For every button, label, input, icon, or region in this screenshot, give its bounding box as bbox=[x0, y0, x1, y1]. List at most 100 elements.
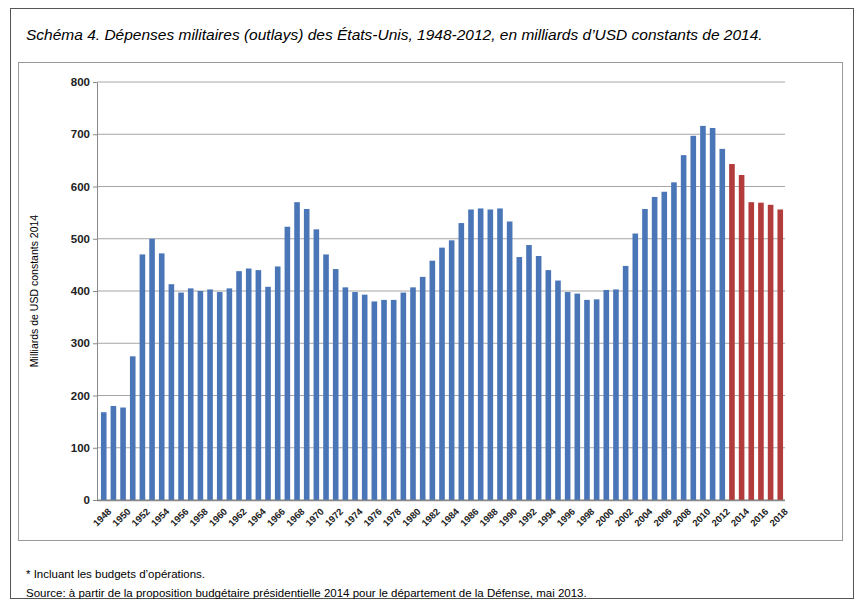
y-tick-mark bbox=[93, 82, 97, 83]
x-tick-label: 2008 bbox=[670, 506, 693, 529]
x-tick-label: 1986 bbox=[458, 506, 481, 529]
bar bbox=[526, 245, 532, 500]
y-tick-label: 600 bbox=[71, 181, 90, 193]
x-tick: 1954 bbox=[149, 500, 172, 528]
y-tick-mark bbox=[93, 134, 97, 135]
x-tick-label: 1958 bbox=[187, 506, 210, 529]
x-tick: 1990 bbox=[496, 500, 519, 528]
bar bbox=[546, 270, 552, 500]
x-tick-label: 1966 bbox=[265, 506, 288, 529]
bar bbox=[410, 287, 416, 500]
bar bbox=[188, 288, 194, 500]
bar bbox=[661, 192, 667, 500]
grid-line bbox=[97, 134, 785, 135]
x-tick-label: 1954 bbox=[149, 505, 172, 528]
x-tick-label: 2014 bbox=[728, 505, 751, 528]
x-tick-label: 1964 bbox=[245, 505, 268, 528]
y-tick-label: 200 bbox=[71, 390, 90, 402]
bar bbox=[488, 209, 494, 500]
x-tick: 1982 bbox=[419, 500, 442, 528]
y-axis: 0100200300400500600700800 bbox=[71, 76, 98, 506]
bar bbox=[430, 261, 436, 500]
bar bbox=[719, 149, 725, 500]
bar bbox=[159, 253, 165, 500]
bar bbox=[497, 208, 503, 500]
x-tick: 2018 bbox=[767, 500, 790, 528]
bar bbox=[536, 256, 542, 500]
y-tick-label: 700 bbox=[71, 128, 90, 140]
bar bbox=[420, 277, 426, 500]
y-tick-mark bbox=[93, 448, 97, 449]
bar bbox=[729, 164, 735, 500]
x-tick-label: 2018 bbox=[767, 506, 790, 529]
x-tick-label: 2016 bbox=[748, 506, 771, 529]
y-tick-label: 300 bbox=[71, 337, 90, 349]
x-tick-label: 1980 bbox=[400, 506, 423, 529]
x-tick: 2008 bbox=[670, 500, 693, 528]
x-tick: 2016 bbox=[748, 500, 771, 528]
x-tick: 1978 bbox=[381, 500, 404, 528]
bar bbox=[130, 356, 136, 500]
bar bbox=[178, 293, 184, 500]
bar bbox=[584, 300, 590, 500]
bar bbox=[198, 291, 204, 500]
bar bbox=[700, 126, 706, 500]
bar bbox=[120, 408, 126, 500]
bar bbox=[623, 266, 629, 500]
bar bbox=[652, 197, 658, 500]
x-tick: 2006 bbox=[651, 500, 674, 528]
y-tick-label: 500 bbox=[71, 233, 90, 245]
y-tick-label: 0 bbox=[84, 494, 90, 506]
bar bbox=[642, 209, 648, 500]
bar bbox=[333, 269, 339, 500]
bar bbox=[632, 234, 638, 500]
bar bbox=[758, 203, 764, 500]
bar bbox=[555, 281, 561, 500]
annotation: * Incluant les budgets d’opérations. bbox=[26, 568, 205, 580]
bar bbox=[265, 287, 271, 500]
bar bbox=[671, 182, 677, 500]
bar bbox=[314, 229, 320, 500]
x-tick: 2014 bbox=[728, 500, 751, 528]
bar bbox=[594, 299, 600, 500]
y-tick-mark bbox=[93, 500, 97, 501]
x-tick-label: 1972 bbox=[323, 506, 346, 529]
x-tick: 1984 bbox=[438, 500, 461, 528]
bar bbox=[690, 136, 696, 500]
y-tick: 200 bbox=[71, 390, 97, 402]
bar bbox=[372, 301, 378, 500]
bar bbox=[575, 294, 581, 500]
x-tick: 2004 bbox=[632, 500, 655, 528]
x-tick: 1980 bbox=[400, 500, 423, 528]
y-tick: 300 bbox=[71, 337, 97, 349]
x-tick: 1998 bbox=[574, 500, 597, 528]
bar bbox=[459, 223, 465, 500]
x-tick-label: 1948 bbox=[91, 506, 114, 529]
x-tick: 1950 bbox=[110, 500, 133, 528]
x-tick: 1976 bbox=[361, 500, 384, 528]
bars bbox=[101, 126, 783, 500]
bar bbox=[507, 222, 513, 500]
x-tick: 1968 bbox=[284, 500, 307, 528]
bar bbox=[449, 240, 455, 500]
bar bbox=[304, 209, 310, 500]
y-axis-line bbox=[97, 83, 98, 501]
x-tick-label: 2004 bbox=[632, 505, 655, 528]
x-tick-label: 1994 bbox=[535, 505, 558, 528]
x-tick-label: 1956 bbox=[168, 506, 191, 529]
x-tick-label: 2002 bbox=[612, 506, 635, 529]
x-tick-label: 2012 bbox=[709, 506, 732, 529]
x-tick: 2012 bbox=[709, 500, 732, 528]
bar bbox=[149, 239, 155, 500]
x-tick: 1992 bbox=[516, 500, 539, 528]
y-axis-title: Milliards de USD constants 2014 bbox=[28, 215, 40, 367]
bar bbox=[140, 254, 146, 500]
y-tick-mark bbox=[93, 239, 97, 240]
x-tick-label: 1996 bbox=[554, 506, 577, 529]
y-tick-mark bbox=[93, 396, 97, 397]
page-frame bbox=[11, 9, 854, 599]
x-tick-label: 1998 bbox=[574, 506, 597, 529]
bar bbox=[603, 290, 609, 500]
x-tick: 1962 bbox=[226, 500, 249, 528]
bar bbox=[739, 175, 745, 500]
